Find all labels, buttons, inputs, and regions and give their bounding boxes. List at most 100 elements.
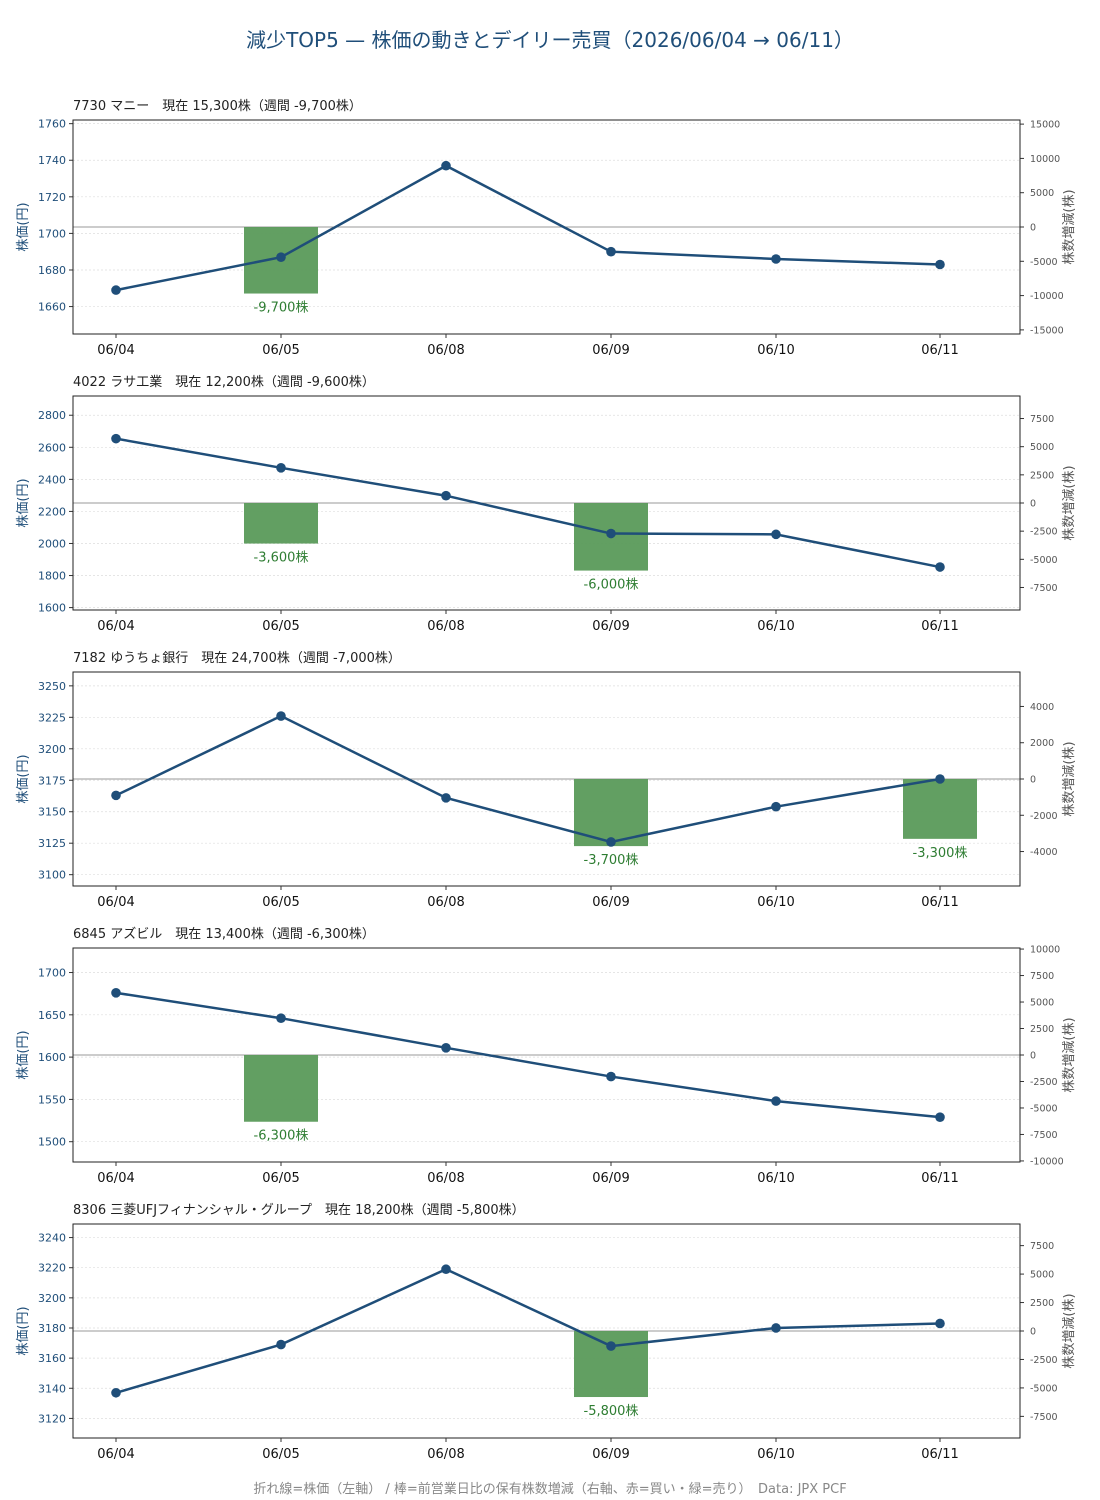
y-tick-label: 1800: [38, 570, 66, 583]
chart-title: 4022 ラサ工業 現在 12,200株（週間 -9,600株）: [73, 374, 375, 390]
y-tick-label: 3140: [38, 1382, 66, 1395]
chart-panel-2: 4022 ラサ工業 現在 12,200株（週間 -9,600株） 1600 1800…: [16, 374, 1077, 634]
price-point: [771, 1096, 781, 1106]
bar: [574, 1331, 648, 1398]
y-tick-label: 2200: [38, 505, 66, 518]
x-tick-label: 06/04: [97, 343, 134, 358]
bar-label: -3,600株: [254, 551, 309, 566]
price-point: [935, 562, 945, 572]
y-tick-label: 1600: [38, 602, 66, 615]
price-point: [441, 1264, 451, 1275]
y-tick-label: 1600: [38, 1051, 66, 1064]
price-line: [115, 714, 941, 844]
bar-label: -3,700株: [584, 853, 639, 868]
bar-label: -9,700株: [254, 301, 309, 316]
y2-tick-label: 0: [1030, 499, 1036, 510]
y2-tick-label: -10000: [1030, 291, 1064, 302]
price-line: [115, 991, 941, 1119]
price-point: [935, 1318, 945, 1329]
y-tick-label: 1700: [38, 227, 66, 240]
x-tick-label: 06/04: [97, 619, 134, 634]
bar: [244, 503, 318, 544]
x-tick-label: 06/11: [921, 619, 958, 634]
y2-tick-label: 10000: [1030, 945, 1060, 956]
plot-frame: [72, 119, 1021, 335]
y-tick-label: 3200: [38, 743, 66, 756]
y2-tick-label: -5000: [1030, 555, 1058, 566]
y2-tick-label: 2000: [1030, 738, 1054, 749]
y2-tick-label: -2500: [1030, 1355, 1058, 1366]
x-tick-label: 06/08: [427, 1447, 464, 1462]
footer-note: 折れ線=株価（左軸） / 棒=前営業日比の保有株数増減（右軸、赤=買い・緑=売り…: [253, 1482, 847, 1497]
x-tick-label: 06/11: [921, 343, 958, 358]
y-tick-label: 3180: [38, 1322, 66, 1335]
x-tick-label: 06/05: [262, 619, 299, 634]
x-tick-label: 06/10: [757, 1171, 794, 1186]
y2-tick-label: -5000: [1030, 1383, 1058, 1394]
y2-axis-label: 株数増減(株): [1061, 1017, 1077, 1092]
price-point: [441, 793, 451, 803]
y2-axis-label: 株数増減(株): [1061, 465, 1077, 540]
y2-tick-label: -4000: [1030, 847, 1058, 858]
bar-label: -3,300株: [913, 846, 968, 861]
y-tick-label: 3250: [38, 680, 66, 693]
y2-tick-label: -10000: [1030, 1156, 1064, 1167]
bar: [903, 779, 977, 839]
price-point: [606, 1071, 616, 1082]
x-tick-label: 06/09: [592, 343, 629, 358]
y-tick-label: 1760: [38, 118, 66, 131]
price-point: [441, 1043, 451, 1053]
chart-panel-4: 6845 アズビル 現在 13,400株（週間 -6,300株） 1500 1550…: [16, 926, 1077, 1186]
plot-frame: [72, 395, 1021, 611]
y2-tick-label: 2500: [1030, 470, 1054, 481]
bar: [244, 1055, 318, 1122]
price-point: [111, 433, 121, 444]
y2-tick-label: 0: [1030, 775, 1036, 786]
x-tick-label: 06/05: [262, 895, 299, 910]
y-tick-label: 1500: [38, 1136, 66, 1149]
y-tick-label: 3160: [38, 1352, 66, 1365]
y2-tick-label: -5000: [1030, 1103, 1058, 1114]
y-tick-label: 3240: [38, 1232, 66, 1245]
price-point: [606, 246, 616, 257]
y2-tick-label: 5000: [1030, 998, 1054, 1009]
chart-title: 6845 アズビル 現在 13,400株（週間 -6,300株）: [73, 926, 375, 942]
x-tick-label: 06/09: [592, 619, 629, 634]
y2-axis-label: 株数増減(株): [1061, 741, 1077, 816]
x-tick-label: 06/08: [427, 343, 464, 358]
y2-tick-label: -2500: [1030, 527, 1058, 538]
y2-tick-label: 0: [1030, 1051, 1036, 1062]
y-tick-label: 1720: [38, 191, 66, 204]
price-point: [606, 528, 616, 539]
x-tick-label: 06/09: [592, 1447, 629, 1462]
y-axis-label: 株価(円): [16, 478, 31, 527]
price-point: [606, 1341, 616, 1351]
price-point: [111, 988, 121, 998]
x-tick-label: 06/10: [757, 343, 794, 358]
price-point: [771, 254, 781, 264]
y-axis-label: 株価(円): [16, 754, 31, 803]
price-point: [441, 160, 451, 171]
y2-tick-label: 10000: [1030, 154, 1060, 165]
y2-tick-label: 2500: [1030, 1298, 1054, 1309]
price-line: [115, 437, 941, 569]
y-tick-label: 1700: [38, 967, 66, 980]
y-tick-label: 3100: [38, 869, 66, 882]
x-tick-label: 06/08: [427, 1171, 464, 1186]
y-tick-label: 2400: [38, 473, 66, 486]
y-tick-label: 1660: [38, 301, 66, 314]
y-tick-label: 1650: [38, 1009, 66, 1022]
y2-tick-label: -5000: [1030, 257, 1058, 268]
y-tick-label: 3150: [38, 806, 66, 819]
x-tick-label: 06/10: [757, 895, 794, 910]
bar-label: -5,800株: [584, 1404, 639, 1419]
x-tick-label: 06/11: [921, 1171, 958, 1186]
y2-tick-label: 7500: [1030, 414, 1054, 425]
x-tick-label: 06/11: [921, 895, 958, 910]
x-tick-label: 06/05: [262, 1447, 299, 1462]
price-point: [771, 529, 781, 540]
price-point: [111, 1387, 121, 1398]
price-line: [115, 1267, 941, 1394]
price-line: [115, 164, 941, 292]
